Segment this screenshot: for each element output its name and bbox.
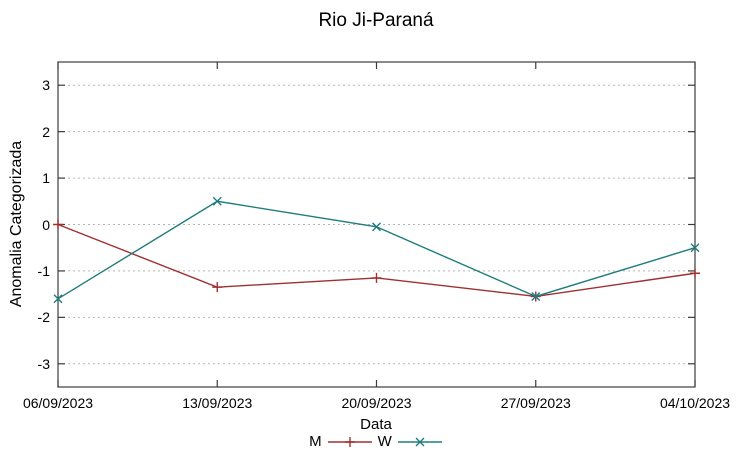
legend-sample-M — [327, 436, 372, 447]
x-tick-label-2: 20/09/2023 — [341, 395, 412, 411]
legend-item-W: W — [378, 433, 443, 450]
y-tick-label--2: -2 — [37, 309, 50, 326]
series-line-M — [57, 223, 696, 298]
chart-title: Rio Ji-Paraná — [318, 10, 434, 31]
series-M-point-0 — [53, 219, 63, 230]
y-tick-label-0: 0 — [42, 216, 50, 233]
legend-marker-W — [415, 437, 425, 446]
series-M-point-2 — [371, 272, 382, 283]
y-tick-label-2: 2 — [42, 123, 50, 140]
series-W-point-1 — [212, 196, 222, 206]
x-tick-label-4: 04/10/2023 — [659, 395, 731, 411]
legend-sample-W — [397, 437, 442, 446]
legend-label-M: M — [309, 433, 322, 450]
legend-item-M: M — [309, 433, 373, 450]
series-line-W — [57, 200, 696, 300]
y-tick-label--3: -3 — [37, 355, 50, 372]
y-tick-label-1: 1 — [42, 170, 50, 187]
y-tick-label-3: 3 — [42, 77, 50, 94]
x-tick-label-0: 06/09/2023 — [22, 395, 94, 411]
series-M-point-1 — [212, 282, 223, 293]
series-M-point-4 — [690, 268, 700, 279]
legend-marker-M — [344, 436, 355, 447]
series-W-point-0 — [53, 294, 63, 304]
series-W-point-2 — [372, 222, 381, 232]
series-W-point-4 — [690, 243, 700, 253]
x-tick-label-1: 13/09/2023 — [182, 395, 253, 411]
x-tick-label-3: 27/09/2023 — [500, 395, 571, 411]
series-W-point-3 — [531, 291, 541, 301]
legend-label-W: W — [377, 433, 392, 450]
x-axis-title: Data — [360, 416, 392, 433]
y-tick-label--1: -1 — [37, 262, 50, 279]
